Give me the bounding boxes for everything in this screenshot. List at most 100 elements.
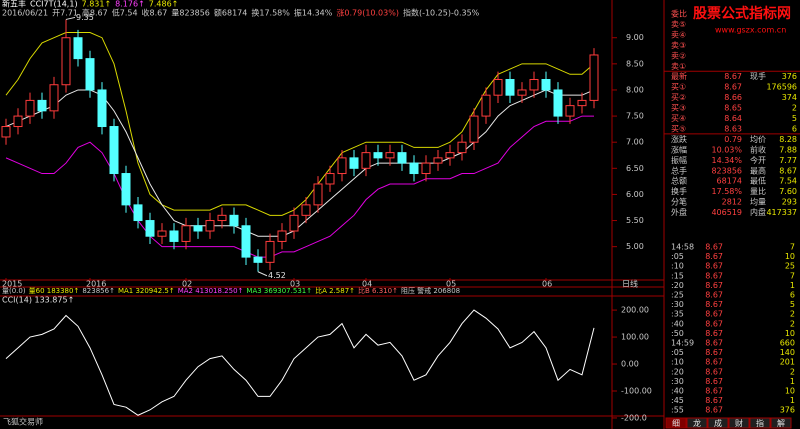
tab-label[interactable]: 细	[672, 418, 680, 428]
tab-label[interactable]: 解	[777, 418, 785, 428]
candle-body	[61, 37, 71, 86]
tab-label[interactable]: 指	[756, 418, 764, 428]
indicator-text: MA1 320942.5↑	[118, 287, 175, 295]
quote-value: 8.28	[779, 135, 797, 144]
candle-body	[469, 115, 479, 143]
quote-label: 涨跌	[671, 134, 687, 144]
trade-price: 8.67	[705, 396, 723, 405]
y-tick-label: 5.00	[626, 242, 644, 251]
trade-price: 8.67	[705, 387, 723, 396]
quote-label: 买②	[671, 93, 686, 102]
quote-label: 卖③	[671, 41, 686, 50]
candle-body	[145, 220, 155, 237]
candle-body	[481, 94, 491, 117]
header-text: CCI7T(14,1)	[30, 0, 78, 9]
header-text: 低7.54	[112, 8, 138, 18]
trade-time: :30	[671, 300, 684, 309]
trade-time: :15	[671, 271, 684, 280]
candle-body	[277, 230, 287, 242]
candle-body	[445, 152, 455, 159]
quote-label: 买①	[671, 83, 686, 92]
quote-price: 8.64	[724, 114, 742, 123]
quote-label: 今开	[750, 155, 766, 165]
trade-price: 8.67	[705, 291, 723, 300]
quote-label: 卖④	[671, 30, 686, 39]
trade-time: :35	[671, 310, 684, 319]
quote-value: 8.67	[779, 166, 797, 175]
tab[interactable]	[665, 417, 687, 429]
quote-label: 前收	[750, 144, 766, 154]
indicator-text: MA2 413018.250↑	[178, 287, 244, 295]
header-text: 8.176↑	[115, 0, 145, 9]
indicator-text: 阻压 警戒 206808	[401, 286, 460, 295]
candle-body	[37, 99, 47, 112]
trade-price: 8.67	[705, 358, 723, 367]
trade-time: :40	[671, 319, 684, 328]
quote-value: 823856	[711, 166, 742, 175]
y-tick-label: -100.00	[621, 386, 652, 395]
trade-volume: 2	[790, 310, 795, 319]
quote-value: 417337	[766, 208, 797, 217]
tab-label[interactable]: 成	[714, 418, 722, 428]
x-tick-label: 06	[542, 280, 552, 289]
tab[interactable]	[770, 417, 792, 429]
quote-value: 7.54	[779, 177, 797, 186]
tab[interactable]	[686, 417, 708, 429]
candle-body	[361, 152, 371, 169]
candle-body	[457, 141, 467, 154]
quote-label: 卖⑤	[671, 20, 686, 29]
candle-body	[133, 204, 143, 222]
quote-label: 买③	[671, 104, 686, 113]
trade-price: 8.67	[705, 252, 723, 261]
trade-volume: 2	[790, 367, 795, 376]
tab[interactable]	[707, 417, 729, 429]
quote-value: 7.77	[779, 156, 797, 165]
candle-body	[25, 99, 35, 117]
trade-volume: 376	[780, 406, 795, 415]
annotation-leader	[257, 271, 268, 277]
candle-body	[265, 240, 275, 263]
trade-time: :05	[671, 348, 684, 357]
candle-body	[157, 230, 167, 237]
trade-volume: 10	[785, 329, 795, 338]
quote-value: 406519	[711, 208, 742, 217]
tab-label[interactable]: 财	[735, 418, 743, 428]
trade-volume: 7	[790, 243, 795, 252]
candle-body	[565, 105, 575, 117]
trade-price: 8.67	[705, 406, 723, 415]
tab[interactable]	[728, 417, 750, 429]
watermark-title: 股票公式指标网	[693, 5, 791, 22]
header-text: 收8.67	[142, 8, 168, 18]
quote-label: 分笔	[671, 197, 687, 207]
y-tick-label: 8.00	[626, 85, 644, 94]
tab[interactable]	[749, 417, 771, 429]
x-tick-label: 05	[446, 280, 456, 289]
quote-label: 委比	[671, 9, 687, 19]
candle-body	[73, 37, 83, 60]
tab-label[interactable]: 龙	[693, 418, 701, 428]
quote-label: 均价	[750, 134, 766, 144]
candle-body	[205, 220, 215, 232]
y-tick-label: 7.00	[626, 138, 644, 147]
quote-label: 外盘	[671, 207, 687, 217]
band-line	[5, 115, 594, 258]
y-tick-label: 9.00	[626, 33, 644, 42]
candle-body	[421, 162, 431, 175]
quote-label: 量比	[750, 186, 766, 196]
y-tick-label: 6.50	[626, 164, 644, 173]
trade-volume: 140	[780, 348, 795, 357]
period-label: 日线	[622, 279, 638, 289]
trade-price: 8.67	[705, 339, 723, 348]
header-text: 涨0.79(10.03%)	[336, 8, 399, 18]
trade-price: 8.67	[705, 329, 723, 338]
quote-label: 最新	[671, 71, 687, 81]
candle-body	[193, 225, 203, 232]
header-text: 量823856	[171, 9, 210, 18]
quote-value: 293	[782, 198, 797, 207]
header-text: 高8.67	[82, 8, 108, 18]
quote-value: 17.58%	[711, 187, 742, 196]
trade-volume: 1	[790, 377, 795, 386]
annotation-leader	[65, 16, 76, 20]
trade-time: :55	[671, 406, 684, 415]
